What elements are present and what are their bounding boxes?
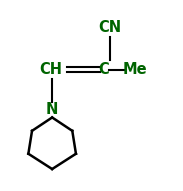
Text: N: N — [46, 102, 58, 117]
Text: Me: Me — [123, 62, 148, 77]
Text: CN: CN — [98, 20, 121, 35]
Text: C: C — [98, 62, 109, 77]
Text: CH: CH — [40, 62, 63, 77]
